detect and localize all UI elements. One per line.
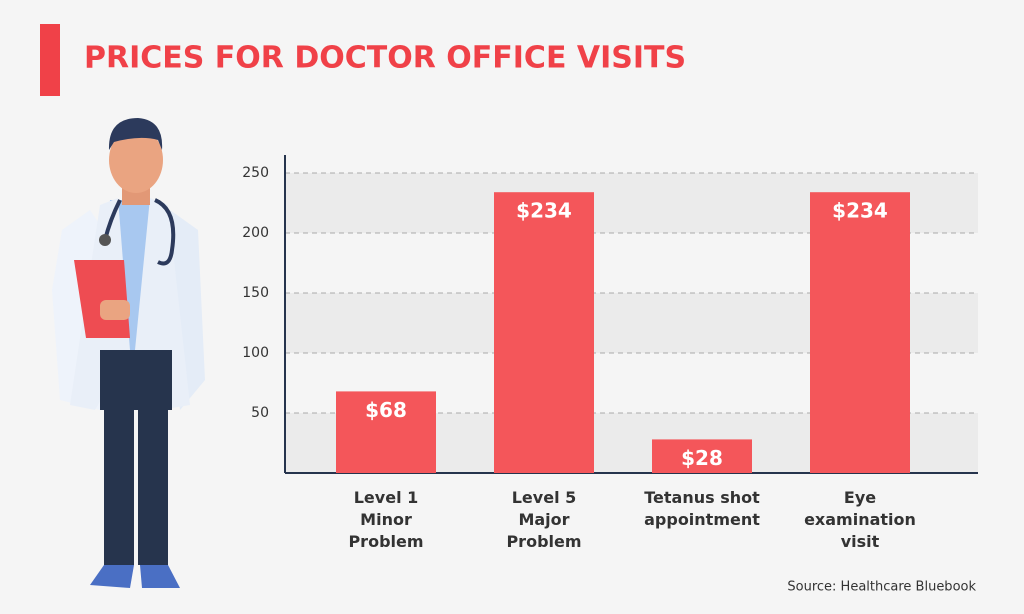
data-label: $234: [832, 199, 888, 223]
y-tick-label: 200: [242, 225, 269, 241]
data-label: $68: [365, 398, 407, 422]
bar: [336, 391, 436, 473]
bar: [494, 192, 594, 473]
data-label: $234: [516, 199, 572, 223]
y-tick-label: 150: [242, 285, 269, 301]
source-note: Source: Healthcare Bluebook: [787, 580, 976, 595]
y-tick-label: 50: [251, 405, 269, 421]
x-tick-label: Level 5 Major Problem: [506, 488, 582, 551]
x-tick-label: Tetanus shot appointment: [644, 488, 760, 529]
title-accent: [40, 24, 60, 96]
bar: [810, 192, 910, 473]
data-label: $28: [681, 446, 723, 470]
y-tick-label: 100: [242, 345, 269, 361]
y-tick-label: 250: [242, 165, 269, 181]
x-tick-label: Level 1 Minor Problem: [348, 488, 424, 551]
bar: [652, 439, 752, 473]
chart-title: PRICES FOR DOCTOR OFFICE VISITS: [84, 41, 686, 76]
doctor-illustration: [52, 118, 205, 588]
x-tick-label: Eye examination visit: [804, 488, 916, 551]
